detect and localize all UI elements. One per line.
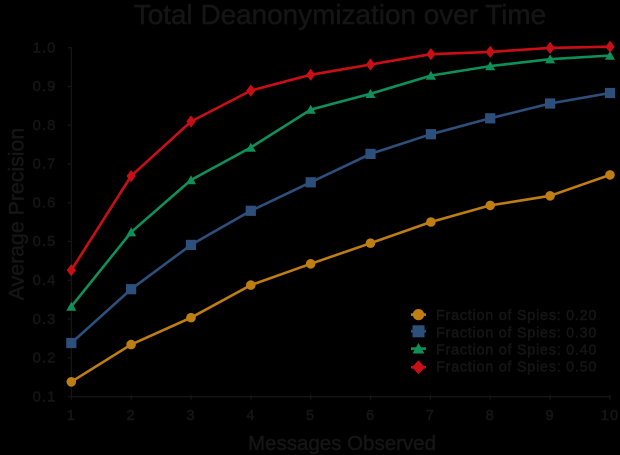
svg-text:1: 1	[67, 408, 76, 424]
svg-text:0.5: 0.5	[33, 234, 57, 250]
svg-text:0.7: 0.7	[33, 157, 57, 173]
svg-text:Total Deanonymization over Tim: Total Deanonymization over Time	[134, 0, 546, 30]
svg-text:0.1: 0.1	[33, 389, 57, 405]
svg-text:Fraction of Spies: 0.20: Fraction of Spies: 0.20	[436, 308, 597, 324]
svg-text:Messages Observed: Messages Observed	[248, 432, 436, 455]
svg-text:Fraction of Spies: 0.40: Fraction of Spies: 0.40	[436, 343, 597, 359]
svg-text:0.4: 0.4	[33, 273, 57, 289]
svg-text:9: 9	[545, 408, 554, 424]
svg-text:0.8: 0.8	[33, 118, 57, 134]
svg-text:1.0: 1.0	[33, 40, 57, 56]
svg-text:5: 5	[306, 408, 315, 424]
svg-text:Fraction of Spies: 0.30: Fraction of Spies: 0.30	[436, 325, 597, 341]
svg-text:0.2: 0.2	[33, 351, 57, 367]
svg-text:8: 8	[486, 408, 495, 424]
svg-text:0.3: 0.3	[33, 312, 57, 328]
svg-text:4: 4	[246, 408, 255, 424]
svg-text:7: 7	[426, 408, 435, 424]
svg-text:Fraction of Spies: 0.50: Fraction of Spies: 0.50	[436, 359, 597, 375]
svg-text:0.6: 0.6	[33, 196, 57, 212]
svg-text:0.9: 0.9	[33, 79, 57, 95]
svg-text:10: 10	[601, 408, 620, 424]
svg-text:2: 2	[127, 408, 136, 424]
svg-text:3: 3	[186, 408, 195, 424]
svg-text:6: 6	[366, 408, 375, 424]
svg-text:Average Precision: Average Precision	[5, 128, 29, 300]
